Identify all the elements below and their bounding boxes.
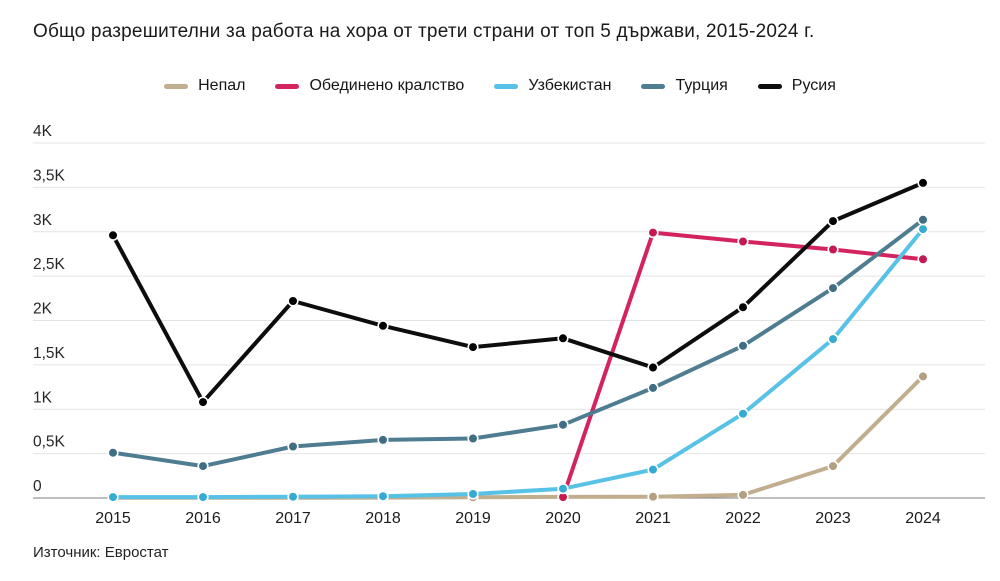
x-tick-label: 2020 [545, 510, 581, 527]
data-point [737, 489, 749, 501]
y-tick-label: 4K [33, 123, 53, 140]
data-point [917, 214, 929, 226]
legend-label: Узбекистан [528, 77, 612, 94]
data-point [107, 229, 119, 241]
x-tick-label: 2021 [635, 510, 671, 527]
data-point [827, 460, 839, 472]
x-tick-label: 2024 [905, 510, 941, 527]
chart-title: Общо разрешителни за работа на хора от т… [33, 21, 815, 42]
data-point [197, 491, 209, 503]
x-tick-label: 2016 [185, 510, 221, 527]
data-point [647, 464, 659, 476]
data-point [107, 447, 119, 459]
legend-label: Непал [198, 77, 246, 94]
legend-item: Русия [757, 77, 836, 95]
legend-swatch-icon [757, 83, 782, 89]
series-line-4 [111, 180, 925, 405]
chart-legend: Непал Обединено кралство Узбекистан Турция Р… [0, 77, 1000, 95]
data-point [647, 491, 659, 503]
data-point [377, 320, 389, 332]
data-point [917, 223, 929, 235]
series-line-2 [111, 227, 925, 500]
x-tick-label: 2018 [365, 510, 401, 527]
data-point [827, 215, 839, 227]
data-point [647, 227, 659, 239]
y-tick-label: 3K [33, 212, 53, 229]
data-point [557, 332, 569, 344]
data-point [467, 341, 479, 353]
data-point [737, 408, 749, 420]
data-point [917, 370, 929, 383]
legend-item: Турция [641, 77, 728, 95]
data-point [287, 440, 299, 453]
legend-swatch-icon [164, 83, 189, 89]
data-point [377, 490, 389, 502]
y-tick-label: 1K [33, 389, 53, 406]
x-tick-label: 2017 [275, 510, 311, 527]
data-point [467, 432, 479, 445]
y-tick-label: 3,5K [33, 167, 66, 184]
y-tick-label: 2K [33, 301, 53, 318]
data-point [647, 382, 659, 394]
y-tick-label: 0 [33, 478, 42, 495]
data-point [467, 488, 479, 500]
x-tick-label: 2019 [455, 510, 491, 527]
data-point [197, 460, 209, 472]
x-tick-label: 2015 [95, 510, 131, 527]
data-point [737, 235, 749, 248]
data-point [827, 333, 839, 345]
data-point [827, 243, 839, 256]
data-point [377, 434, 389, 446]
x-tick-label: 2023 [815, 510, 851, 527]
data-point [737, 340, 749, 352]
data-point [737, 301, 749, 313]
legend-item: Обединено кралство [275, 77, 464, 95]
data-point [557, 419, 569, 431]
legend-label: Обединено кралство [309, 77, 465, 94]
data-point [827, 282, 839, 294]
series-line-3 [111, 217, 925, 469]
data-point [557, 483, 569, 495]
data-point [107, 491, 119, 503]
source-note: Източник: Евростат [33, 544, 169, 561]
x-tick-label: 2022 [725, 510, 761, 527]
data-point [287, 491, 299, 503]
legend-label: Русия [791, 77, 836, 94]
data-point [917, 177, 929, 189]
y-tick-label: 1,5K [33, 345, 66, 362]
data-point [917, 253, 929, 265]
legend-item: Непал [164, 77, 245, 95]
data-point [287, 295, 299, 307]
legend-swatch-icon [275, 83, 300, 89]
y-tick-label: 0,5K [33, 434, 66, 451]
series-line-0 [111, 374, 925, 500]
data-point [647, 361, 659, 374]
legend-item: Узбекистан [494, 77, 611, 95]
legend-label: Турция [675, 77, 728, 94]
legend-swatch-icon [494, 83, 519, 89]
legend-swatch-icon [641, 83, 666, 89]
data-point [197, 396, 209, 408]
y-tick-label: 2,5K [33, 256, 66, 273]
